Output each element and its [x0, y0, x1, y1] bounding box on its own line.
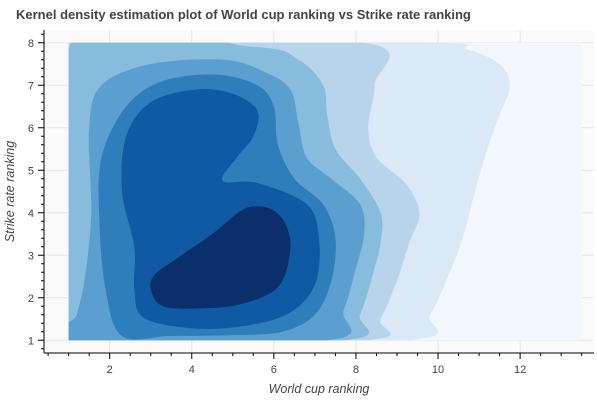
x-tick-label: 10: [432, 364, 444, 376]
y-tick-label: 1: [28, 335, 34, 347]
y-tick-label: 3: [28, 250, 34, 262]
y-tick-label: 4: [28, 208, 34, 220]
x-tick-label: 8: [353, 364, 359, 376]
y-tick-label: 7: [28, 80, 34, 92]
x-tick-label: 4: [189, 364, 195, 376]
y-tick-label: 8: [28, 38, 34, 50]
contour-group: [4, 6, 597, 378]
y-tick-label: 2: [28, 293, 34, 305]
density-contours: [4, 6, 597, 378]
x-tick-label: 6: [271, 364, 277, 376]
y-axis-label: Strike rate ranking: [3, 141, 17, 242]
y-tick-label: 5: [28, 165, 34, 177]
y-tick-label: 6: [28, 123, 34, 135]
x-axis-label: World cup ranking: [269, 382, 370, 396]
x-tick-label: 12: [514, 364, 526, 376]
chart-title: Kernel density estimation plot of World …: [16, 7, 471, 22]
x-tick-label: 2: [107, 364, 113, 376]
